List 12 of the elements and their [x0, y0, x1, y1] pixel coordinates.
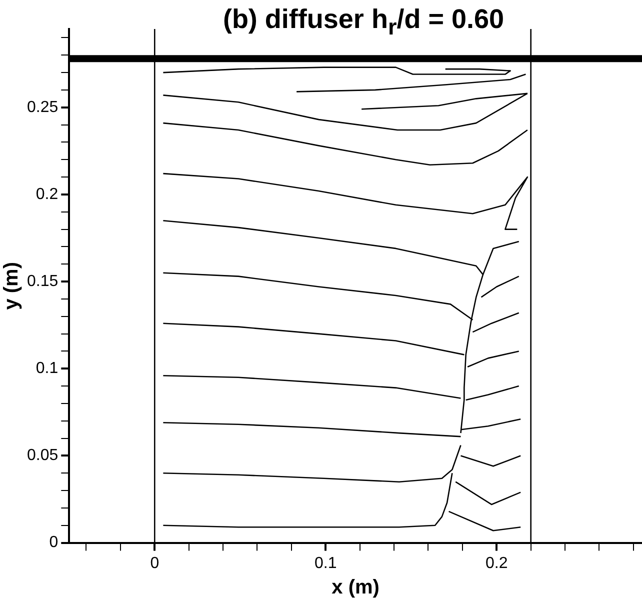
y-tick-label: 0.05	[27, 447, 58, 464]
y-tick-label: 0.25	[27, 98, 58, 116]
y-tick-label: 0.1	[36, 360, 58, 378]
x-tick-label: 0	[150, 554, 160, 572]
y-tick-label: 0	[49, 534, 58, 552]
x-tick-label: 0.2	[486, 554, 508, 572]
y-axis-title: y (m)	[0, 262, 23, 310]
chart-title: (b) diffuser h$_{r}$/d = 0.60	[222, 4, 506, 40]
y-tick-label: 0.2	[36, 186, 58, 203]
x-axis-title: x (m)	[332, 576, 380, 599]
y-tick-label: 0.15	[27, 272, 58, 290]
x-tick-label: 0.1	[314, 554, 337, 572]
